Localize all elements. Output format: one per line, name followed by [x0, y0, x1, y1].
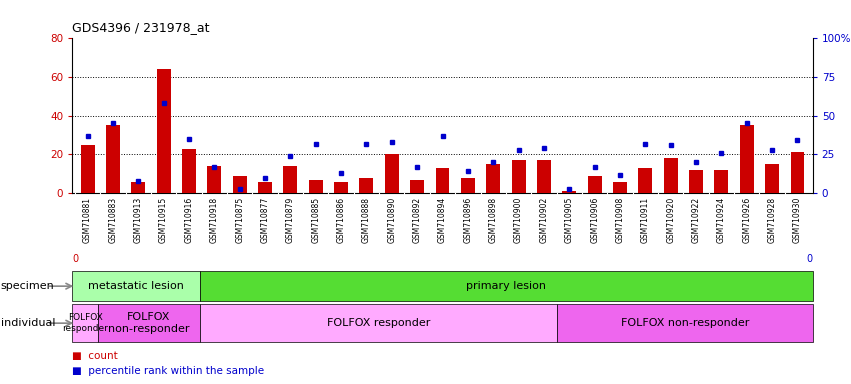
Bar	[563, 191, 576, 193]
Text: GSM710886: GSM710886	[337, 197, 346, 243]
Bar	[557, 304, 813, 342]
Text: GSM710894: GSM710894	[438, 197, 447, 243]
Text: GSM710892: GSM710892	[413, 197, 421, 243]
Bar	[715, 170, 728, 193]
Text: GSM710922: GSM710922	[692, 197, 700, 243]
Bar	[232, 176, 247, 193]
Text: GSM710879: GSM710879	[286, 197, 295, 243]
Bar	[791, 152, 804, 193]
Text: GDS4396 / 231978_at: GDS4396 / 231978_at	[72, 22, 210, 34]
Bar	[461, 178, 475, 193]
Text: GSM710918: GSM710918	[210, 197, 219, 243]
Bar	[613, 182, 627, 193]
Text: ■  percentile rank within the sample: ■ percentile rank within the sample	[72, 366, 265, 376]
Bar	[200, 271, 813, 301]
Bar	[486, 164, 500, 193]
Bar	[385, 154, 399, 193]
Text: GSM710908: GSM710908	[615, 197, 625, 243]
Bar	[740, 125, 754, 193]
Bar	[131, 182, 146, 193]
Bar	[436, 168, 449, 193]
Text: GSM710926: GSM710926	[742, 197, 751, 243]
Text: ■  count: ■ count	[72, 351, 118, 361]
Text: GSM710911: GSM710911	[641, 197, 650, 243]
Text: GSM710928: GSM710928	[768, 197, 777, 243]
Text: GSM710916: GSM710916	[185, 197, 193, 243]
Text: GSM710896: GSM710896	[464, 197, 472, 243]
Text: GSM710885: GSM710885	[311, 197, 320, 243]
Text: GSM710900: GSM710900	[514, 197, 523, 243]
Text: primary lesion: primary lesion	[466, 281, 546, 291]
Text: GSM710888: GSM710888	[362, 197, 371, 243]
Bar	[106, 125, 120, 193]
Bar	[72, 304, 98, 342]
Text: GSM710913: GSM710913	[134, 197, 143, 243]
Bar	[537, 160, 551, 193]
Text: FOLFOX responder: FOLFOX responder	[327, 318, 431, 328]
Bar	[334, 182, 348, 193]
Text: GSM710920: GSM710920	[666, 197, 675, 243]
Text: GSM710915: GSM710915	[159, 197, 168, 243]
Bar	[588, 176, 602, 193]
Bar	[72, 271, 200, 301]
Text: GSM710924: GSM710924	[717, 197, 726, 243]
Bar	[765, 164, 780, 193]
Text: FOLFOX
responder: FOLFOX responder	[62, 313, 108, 333]
Bar	[81, 145, 94, 193]
Bar	[258, 182, 272, 193]
Text: GSM710906: GSM710906	[590, 197, 599, 243]
Bar	[410, 180, 424, 193]
Bar	[283, 166, 297, 193]
Text: individual: individual	[1, 318, 55, 328]
Text: GSM710881: GSM710881	[83, 197, 92, 243]
Text: GSM710883: GSM710883	[108, 197, 117, 243]
Bar	[200, 304, 557, 342]
Bar	[309, 180, 323, 193]
Bar	[359, 178, 374, 193]
Bar	[638, 168, 653, 193]
Text: FOLFOX
non-responder: FOLFOX non-responder	[108, 312, 190, 334]
Text: FOLFOX non-responder: FOLFOX non-responder	[621, 318, 749, 328]
Text: GSM710898: GSM710898	[488, 197, 498, 243]
Text: metastatic lesion: metastatic lesion	[89, 281, 184, 291]
Text: 0: 0	[807, 255, 813, 265]
Bar	[511, 160, 526, 193]
Text: GSM710902: GSM710902	[540, 197, 548, 243]
Bar	[664, 158, 677, 193]
Text: 0: 0	[72, 255, 78, 265]
Text: GSM710930: GSM710930	[793, 197, 802, 243]
Bar	[689, 170, 703, 193]
Bar	[182, 149, 196, 193]
Text: GSM710877: GSM710877	[260, 197, 270, 243]
Text: GSM710875: GSM710875	[235, 197, 244, 243]
Text: GSM710890: GSM710890	[387, 197, 397, 243]
Bar	[208, 166, 221, 193]
Bar	[157, 69, 170, 193]
Text: GSM710905: GSM710905	[565, 197, 574, 243]
Text: specimen: specimen	[1, 281, 54, 291]
Bar	[98, 304, 200, 342]
